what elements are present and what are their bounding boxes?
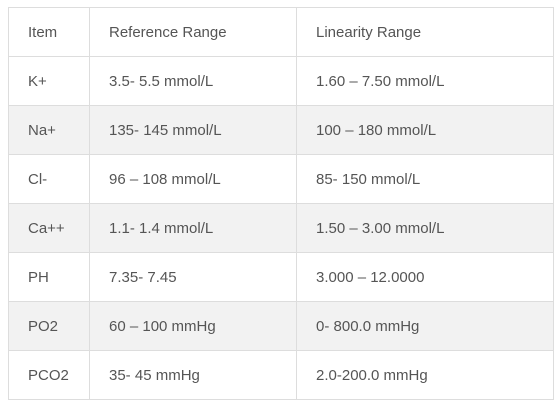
linearity-range-cell: 100 – 180 mmol/L (296, 105, 554, 155)
item-cell: PO2 (8, 301, 90, 351)
linearity-range-cell: 2.0-200.0 mmHg (296, 350, 554, 400)
reference-range-cell: 135- 145 mmol/L (89, 105, 297, 155)
column-header-linearity-range: Linearity Range (296, 7, 554, 57)
table-row: PCO2 35- 45 mmHg 2.0-200.0 mmHg (8, 350, 554, 400)
reference-range-cell: 35- 45 mmHg (89, 350, 297, 400)
item-cell: K+ (8, 56, 90, 106)
column-header-reference-range: Reference Range (89, 7, 297, 57)
reference-ranges-table: Item Reference Range Linearity Range K+ … (8, 7, 554, 400)
item-cell: Ca++ (8, 203, 90, 253)
item-cell: Cl- (8, 154, 90, 204)
item-cell: PCO2 (8, 350, 90, 400)
item-cell: PH (8, 252, 90, 302)
table-row: Na+ 135- 145 mmol/L 100 – 180 mmol/L (8, 105, 554, 155)
reference-range-cell: 1.1- 1.4 mmol/L (89, 203, 297, 253)
table-row: PO2 60 – 100 mmHg 0- 800.0 mmHg (8, 301, 554, 351)
linearity-range-cell: 1.50 – 3.00 mmol/L (296, 203, 554, 253)
table-row: K+ 3.5- 5.5 mmol/L 1.60 – 7.50 mmol/L (8, 56, 554, 106)
reference-range-cell: 96 – 108 mmol/L (89, 154, 297, 204)
table-row: Cl- 96 – 108 mmol/L 85- 150 mmol/L (8, 154, 554, 204)
column-header-item: Item (8, 7, 90, 57)
reference-range-cell: 7.35- 7.45 (89, 252, 297, 302)
reference-range-cell: 60 – 100 mmHg (89, 301, 297, 351)
linearity-range-cell: 1.60 – 7.50 mmol/L (296, 56, 554, 106)
item-cell: Na+ (8, 105, 90, 155)
linearity-range-cell: 85- 150 mmol/L (296, 154, 554, 204)
reference-range-cell: 3.5- 5.5 mmol/L (89, 56, 297, 106)
table-row: Ca++ 1.1- 1.4 mmol/L 1.50 – 3.00 mmol/L (8, 203, 554, 253)
linearity-range-cell: 3.000 – 12.0000 (296, 252, 554, 302)
linearity-range-cell: 0- 800.0 mmHg (296, 301, 554, 351)
table-header-row: Item Reference Range Linearity Range (8, 7, 554, 57)
table-row: PH 7.35- 7.45 3.000 – 12.0000 (8, 252, 554, 302)
